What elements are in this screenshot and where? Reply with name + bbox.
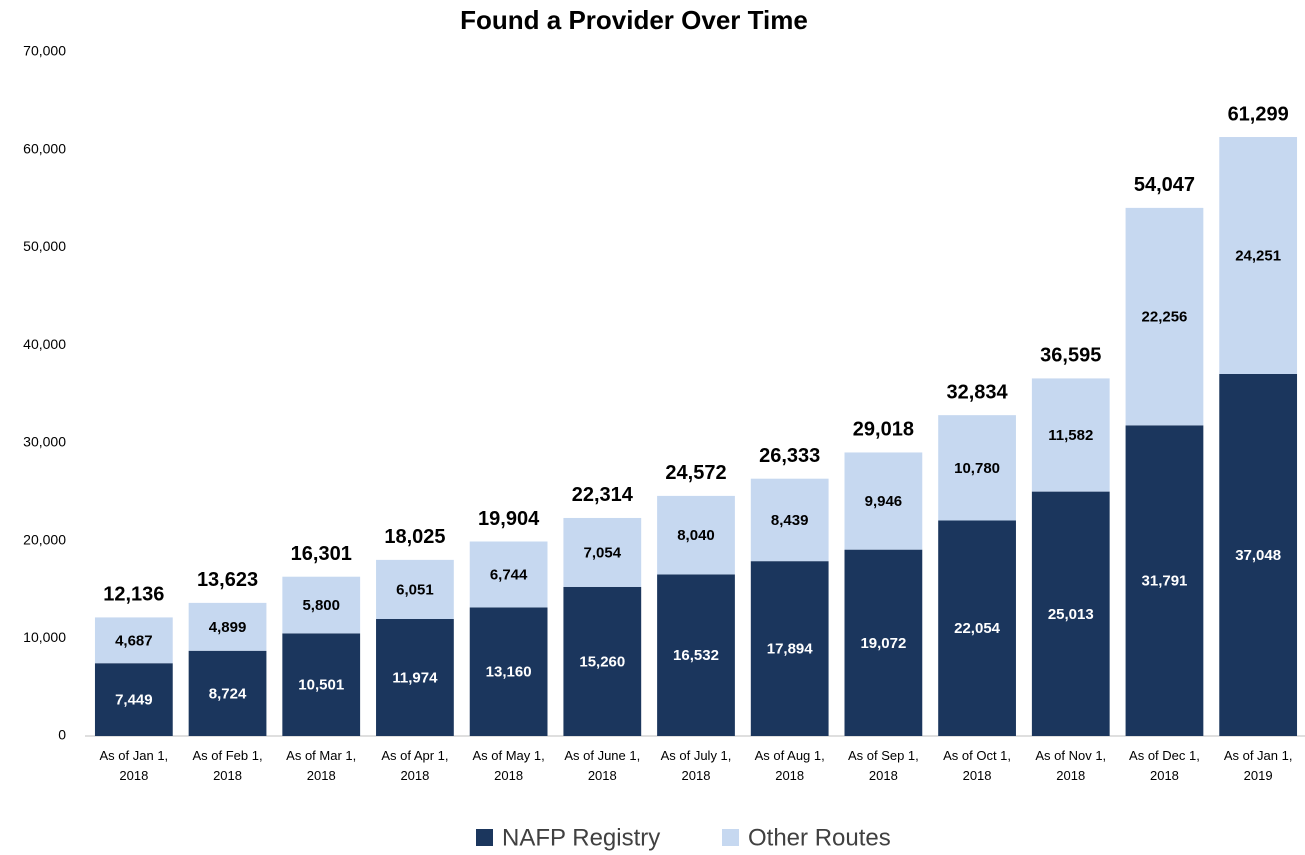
bar-segment xyxy=(1125,207,1204,426)
bar-segment xyxy=(844,549,923,736)
data-label: 11,582 xyxy=(1048,427,1093,444)
total-label: 24,572 xyxy=(665,462,726,484)
bar-segment xyxy=(282,633,361,736)
bar-segment xyxy=(376,618,454,736)
x-tick-label: As of Apr 1, 2018 xyxy=(381,748,449,783)
y-tick-label: 50,000 xyxy=(23,238,66,254)
bar-segment xyxy=(469,607,548,736)
data-label: 10,780 xyxy=(954,460,1000,477)
data-label: 25,013 xyxy=(1048,606,1094,623)
chart-title: Found a Provider Over Time xyxy=(460,5,808,35)
data-label: 6,051 xyxy=(396,581,434,598)
data-label: 8,439 xyxy=(771,512,809,529)
data-label: 31,791 xyxy=(1142,573,1188,590)
total-label: 16,301 xyxy=(291,543,352,565)
data-label: 7,054 xyxy=(584,544,622,561)
x-tick-label: As of June 1, 2018 xyxy=(564,748,641,783)
bar-segment xyxy=(1219,137,1298,374)
x-tick-label: As of Nov 1, 2018 xyxy=(1035,748,1107,783)
total-label: 13,623 xyxy=(197,569,258,591)
bar-segment xyxy=(94,617,173,664)
data-label: 10,501 xyxy=(298,677,344,694)
bar-segment xyxy=(188,650,267,736)
total-label: 36,595 xyxy=(1040,345,1101,367)
data-label: 13,160 xyxy=(486,664,532,681)
bar-segment xyxy=(376,559,454,619)
y-tick-label: 10,000 xyxy=(23,629,66,645)
legend-swatch xyxy=(722,829,739,846)
x-tick-label: As of Oct 1, 2018 xyxy=(943,748,1012,783)
x-tick-label: As of Feb 1, 2018 xyxy=(192,748,263,783)
total-label: 22,314 xyxy=(572,484,634,506)
bar-segment xyxy=(657,574,735,736)
y-tick-label: 40,000 xyxy=(23,336,66,352)
bar-segment xyxy=(563,586,642,736)
total-label: 54,047 xyxy=(1134,174,1195,196)
total-label: 32,834 xyxy=(946,381,1008,403)
data-label: 4,687 xyxy=(115,632,153,649)
data-label: 11,974 xyxy=(392,669,438,686)
data-label: 22,054 xyxy=(954,620,1001,637)
data-label: 5,800 xyxy=(302,597,340,614)
data-label: 22,256 xyxy=(1142,309,1188,326)
bar-segment xyxy=(94,663,173,736)
total-label: 18,025 xyxy=(384,526,445,548)
data-label: 9,946 xyxy=(865,493,903,510)
bar-segment xyxy=(1125,425,1204,736)
bar-segment xyxy=(938,415,1016,521)
legend-label: Other Routes xyxy=(748,824,891,851)
bar-segment xyxy=(750,561,829,736)
bar-segment xyxy=(563,517,642,587)
x-tick-label: As of July 1, 2018 xyxy=(660,748,732,783)
bar-segment xyxy=(657,495,735,575)
data-label: 24,251 xyxy=(1235,247,1281,264)
x-tick-label: As of Dec 1, 2018 xyxy=(1129,748,1200,783)
data-label: 15,260 xyxy=(579,653,625,670)
data-label: 7,449 xyxy=(115,692,153,709)
data-label: 6,744 xyxy=(490,566,528,583)
data-label: 37,048 xyxy=(1235,547,1281,564)
bar-segment xyxy=(188,602,267,651)
x-tick-label: As of May 1, 2018 xyxy=(472,748,545,783)
data-label: 19,072 xyxy=(860,635,906,652)
data-label: 8,724 xyxy=(209,685,247,702)
y-tick-label: 30,000 xyxy=(23,434,66,450)
bar-segment xyxy=(1031,378,1110,492)
legend-swatch xyxy=(476,829,493,846)
total-label: 29,018 xyxy=(853,419,914,441)
data-label: 4,899 xyxy=(209,619,247,636)
y-tick-label: 20,000 xyxy=(23,531,66,547)
bar-segment xyxy=(938,520,1016,736)
total-label: 19,904 xyxy=(478,508,540,530)
total-label: 12,136 xyxy=(103,584,164,606)
x-tick-label: As of Mar 1, 2018 xyxy=(286,748,357,783)
bar-segment xyxy=(469,541,548,608)
y-tick-label: 70,000 xyxy=(23,43,66,59)
x-tick-label: As of Aug 1, 2018 xyxy=(754,748,825,783)
x-tick-label: As of Jan 1, 2018 xyxy=(99,748,169,783)
data-label: 17,894 xyxy=(767,641,814,658)
data-label: 8,040 xyxy=(677,527,715,544)
x-tick-label: As of Sep 1, 2018 xyxy=(847,748,919,783)
legend-label: NAFP Registry xyxy=(502,824,660,851)
bar-segment xyxy=(844,452,923,550)
total-label: 26,333 xyxy=(759,445,820,467)
bar-segment xyxy=(1031,491,1110,736)
data-label: 16,532 xyxy=(673,647,719,664)
x-tick-label: As of Jan 1, 2019 xyxy=(1223,748,1293,783)
y-tick-label: 0 xyxy=(58,727,66,743)
bar-segment xyxy=(750,478,829,562)
bar-segment xyxy=(282,576,361,634)
y-tick-label: 60,000 xyxy=(23,140,66,156)
bar-segment xyxy=(1219,373,1298,736)
total-label: 61,299 xyxy=(1228,103,1289,125)
